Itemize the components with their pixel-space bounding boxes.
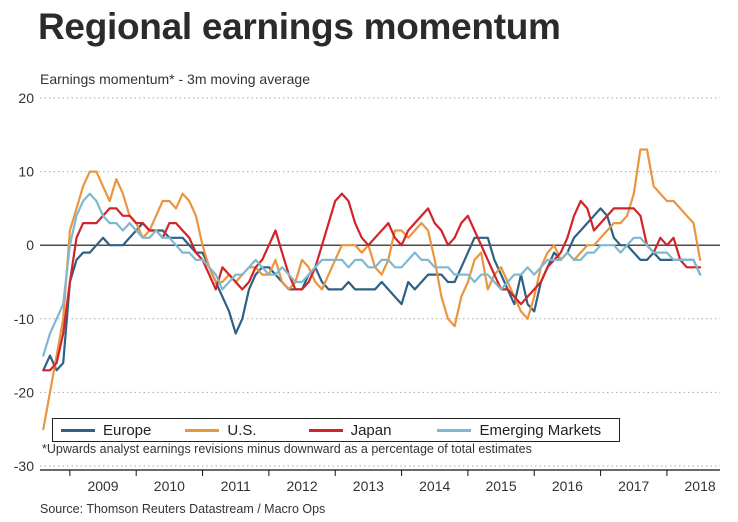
- legend-label-emerging-markets: Emerging Markets: [479, 421, 602, 439]
- legend-swatch-europe: [61, 428, 95, 432]
- source-note: Source: Thomson Reuters Datastream / Mac…: [40, 502, 326, 516]
- series-line-japan: [42, 192, 702, 372]
- y-tick-label: 0: [26, 237, 34, 253]
- series-line-u-s: [42, 148, 702, 431]
- x-tick-label: 2017: [618, 478, 649, 494]
- y-tick-label: 20: [18, 90, 34, 106]
- x-tick-label: 2015: [485, 478, 516, 494]
- legend-item-us: U.S.: [185, 421, 257, 439]
- chart-title: Regional earnings momentum: [38, 6, 561, 47]
- y-axis-label: Earnings momentum* - 3m moving average: [40, 71, 311, 87]
- series-line-emerging-markets: [42, 192, 702, 357]
- y-tick-label: -10: [14, 311, 34, 327]
- footnote: *Upwards analyst earnings revisions minu…: [42, 442, 532, 456]
- y-tick-label: 10: [18, 164, 34, 180]
- x-tick-label: 2009: [87, 478, 118, 494]
- legend-swatch-us: [185, 428, 220, 432]
- series-line-europe: [42, 207, 702, 372]
- legend-item-emerging-markets: Emerging Markets: [437, 422, 601, 439]
- legend-swatch-japan: [308, 428, 343, 432]
- legend-label-us: U.S.: [227, 421, 257, 439]
- x-tick-label: 2011: [221, 478, 251, 494]
- legend: Europe U.S. Japan Emerging Markets: [52, 418, 620, 442]
- x-tick-label: 2012: [286, 478, 317, 494]
- y-tick-label: -20: [14, 384, 34, 400]
- x-tick-label: 2016: [552, 478, 583, 494]
- legend-item-europe: Europe: [61, 422, 151, 439]
- x-tick-label: 2018: [685, 478, 716, 494]
- x-tick-label: 2013: [353, 478, 384, 494]
- legend-item-japan: Japan: [308, 421, 392, 439]
- y-tick-label: -30: [14, 458, 34, 474]
- legend-label-europe: Europe: [103, 421, 152, 439]
- legend-label-japan: Japan: [350, 421, 392, 439]
- legend-swatch-emerging-markets: [437, 428, 472, 432]
- x-tick-label: 2010: [154, 478, 185, 494]
- x-tick-label: 2014: [419, 478, 450, 494]
